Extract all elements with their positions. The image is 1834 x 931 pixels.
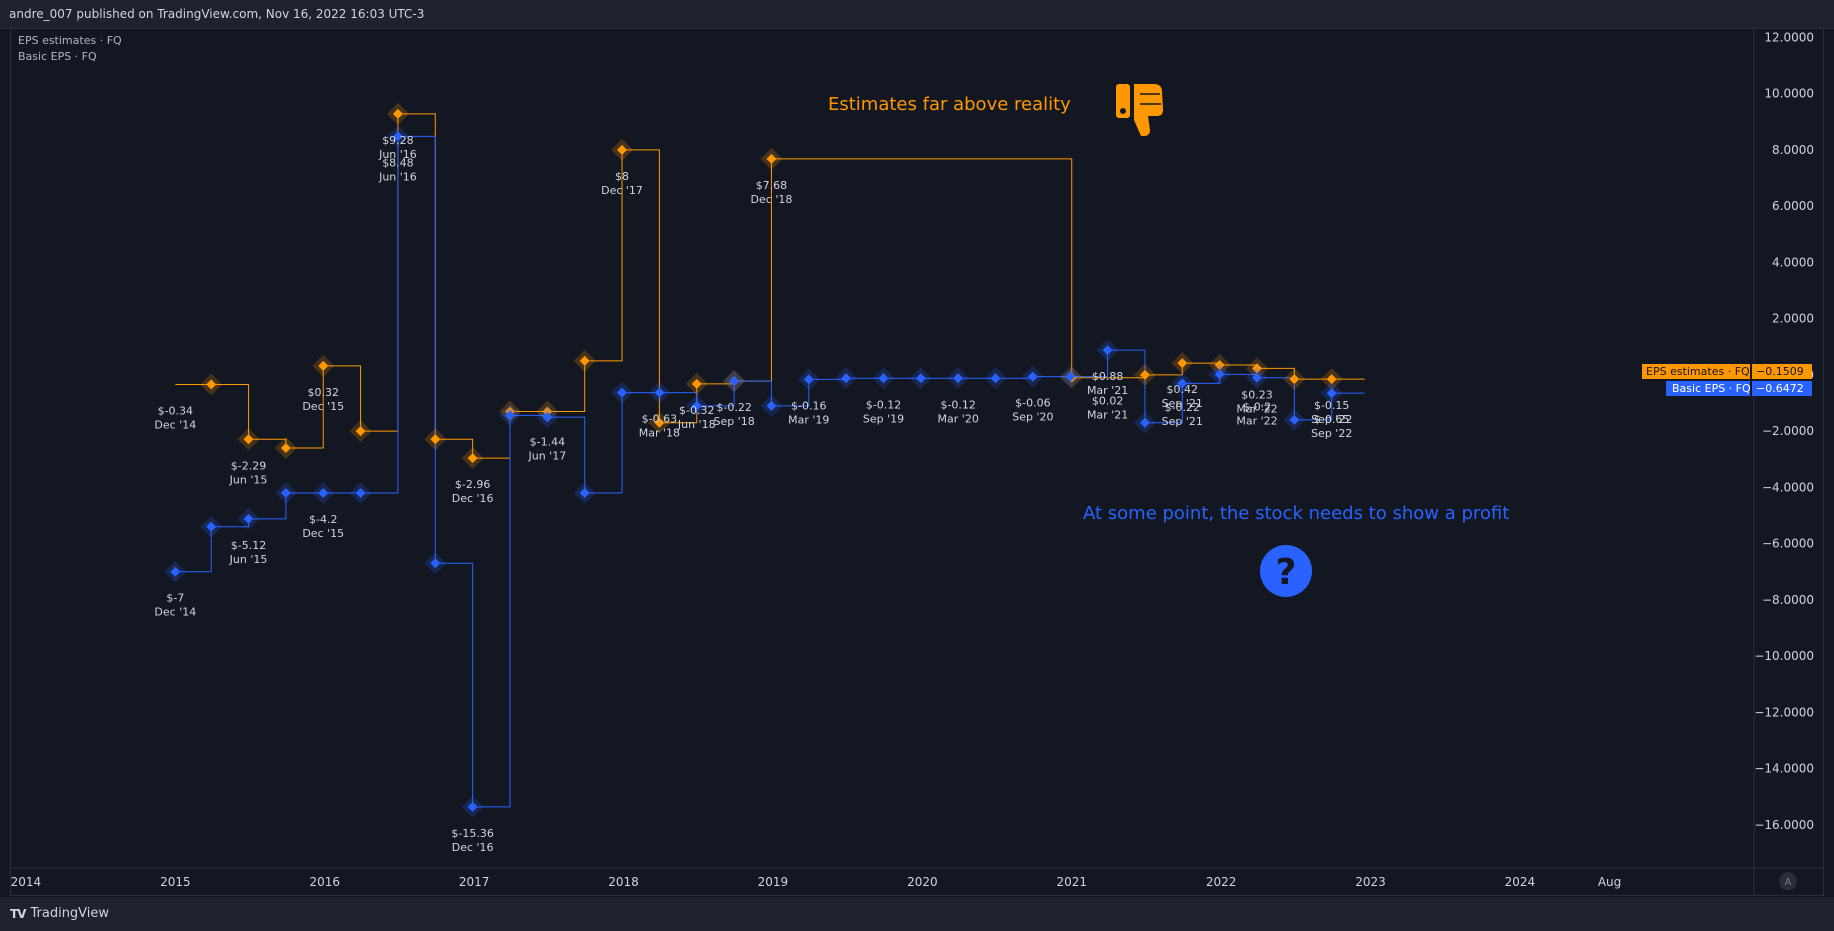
chart-frame[interactable]: [10, 28, 1824, 896]
publish-header: andre_007 published on TradingView.com, …: [0, 0, 1834, 29]
tradingview-logo-icon: TV: [10, 906, 27, 921]
legend-basic-eps[interactable]: Basic EPS · FQ: [18, 50, 97, 63]
footer-bar: [0, 897, 1834, 931]
brand-name: TradingView: [30, 906, 110, 921]
tradingview-brand[interactable]: TV TradingView: [10, 906, 109, 921]
legend-estimates[interactable]: EPS estimates · FQ: [18, 34, 122, 47]
publish-info: andre_007 published on TradingView.com, …: [9, 7, 425, 21]
